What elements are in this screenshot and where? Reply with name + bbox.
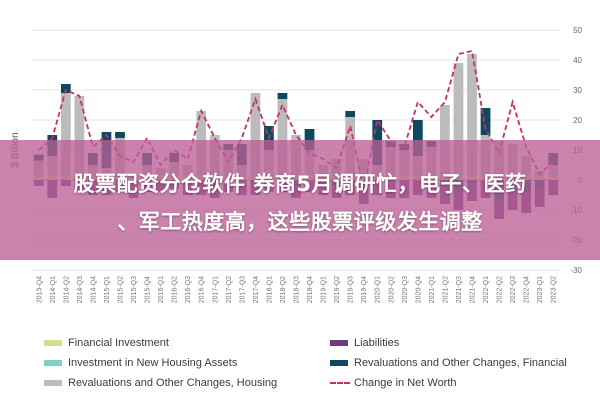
x-tick-label: 2018-Q2 — [280, 276, 287, 303]
x-tick-label: 2015-Q1 — [104, 276, 111, 303]
x-tick-label: 2015-Q2 — [118, 276, 125, 303]
bar-segment — [74, 96, 85, 174]
x-tick-label: 2016-Q2 — [172, 276, 179, 303]
legend-item-revaluations-financial: Revaluations and Other Changes, Financia… — [330, 354, 567, 372]
y-tick-label: -30 — [570, 266, 582, 275]
bar-segment — [60, 93, 71, 174]
bar-segment — [453, 63, 464, 174]
legend-swatch — [44, 380, 62, 386]
bar-segment — [277, 99, 288, 174]
legend-label: Financial Investment — [68, 337, 169, 349]
x-tick-label: 2023-Q2 — [551, 276, 558, 303]
x-tick-label: 2017-Q1 — [212, 276, 219, 303]
legend-swatch — [44, 360, 62, 366]
x-tick-label: 2022-Q1 — [483, 276, 490, 303]
x-tick-label: 2017-Q3 — [239, 276, 246, 303]
x-tick-label: 2019-Q3 — [348, 276, 355, 303]
legend-item-new-housing: Investment in New Housing Assets — [44, 354, 237, 372]
legend-item-net-worth: Change in Net Worth — [330, 374, 457, 392]
bar-segment — [467, 54, 477, 174]
legend-label: Change in Net Worth — [354, 377, 457, 389]
x-tick-label: 2014-Q3 — [77, 276, 84, 303]
legend-swatch — [330, 340, 348, 346]
x-tick-label: 2019-Q1 — [321, 276, 328, 303]
x-tick-label: 2022-Q4 — [524, 276, 531, 303]
x-tick-label: 2015-Q3 — [131, 276, 138, 303]
y-tick-label: 50 — [573, 26, 582, 35]
bar-segment — [60, 84, 71, 93]
x-tick-label: 2021-Q3 — [456, 276, 463, 303]
net-worth-line — [38, 49, 554, 190]
x-tick-label: 2014-Q1 — [50, 276, 57, 303]
x-tick-label: 2021-Q1 — [429, 276, 436, 303]
legend-swatch — [330, 360, 348, 366]
headline-banner: 股票配资分仓软件 券商5月调研忙，电子、医药 、军工热度高，这些股票评级发生调整 — [0, 140, 600, 260]
x-tick-label: 2021-Q4 — [470, 276, 477, 303]
legend-label: Liabilities — [354, 337, 400, 349]
x-tick-label: 2019-Q4 — [361, 276, 368, 303]
y-tick-label: 30 — [573, 86, 582, 95]
legend-label: Revaluations and Other Changes, Financia… — [354, 357, 567, 369]
legend-label: Investment in New Housing Assets — [68, 357, 238, 369]
legend-item-revaluations-housing: Revaluations and Other Changes, Housing — [44, 374, 277, 392]
legend-item-financial-investment: Financial Investment — [44, 334, 169, 352]
x-tick-label: 2021-Q2 — [442, 276, 449, 303]
chart-legend: Financial Investment Liabilities Investm… — [0, 328, 600, 400]
y-tick-label: 20 — [573, 116, 582, 125]
y-tick-label: 40 — [573, 56, 582, 65]
x-tick-label: 2017-Q2 — [226, 276, 233, 303]
x-tick-label: 2020-Q1 — [375, 276, 382, 303]
bar-segment — [277, 93, 288, 99]
bar-segment — [480, 108, 491, 135]
x-tick-label: 2013-Q4 — [36, 276, 43, 303]
legend-swatch — [44, 340, 62, 346]
x-tick-label: 2016-Q3 — [185, 276, 192, 303]
headline-line-2: 、军工热度高，这些股票评级发生调整 — [117, 210, 483, 234]
x-tick-label: 2022-Q2 — [497, 276, 504, 303]
x-tick-label: 2023-Q1 — [537, 276, 544, 303]
legend-item-liabilities: Liabilities — [330, 334, 399, 352]
x-tick-label: 2014-Q2 — [63, 276, 70, 303]
x-tick-label: 2015-Q4 — [145, 276, 152, 303]
x-tick-label: 2014-Q4 — [90, 276, 97, 303]
x-tick-label: 2020-Q3 — [402, 276, 409, 303]
legend-line-swatch — [330, 382, 350, 384]
tick-layer: 50403020100-10-20-302013-Q42014-Q12014-Q… — [36, 26, 582, 303]
x-tick-label: 2018-Q4 — [307, 276, 314, 303]
bar-segment — [250, 93, 261, 174]
x-tick-label: 2016-Q4 — [199, 276, 206, 303]
x-tick-label: 2016-Q1 — [158, 276, 165, 303]
x-tick-label: 2018-Q1 — [266, 276, 273, 303]
bar-segment — [345, 111, 356, 117]
bar-segment — [304, 129, 315, 150]
x-tick-label: 2017-Q4 — [253, 276, 260, 303]
x-tick-label: 2022-Q3 — [510, 276, 517, 303]
bar-segment — [115, 132, 125, 138]
legend-label: Revaluations and Other Changes, Housing — [68, 377, 278, 389]
headline-line-1: 股票配资分仓软件 券商5月调研忙，电子、医药 — [73, 172, 527, 196]
line-layer — [38, 49, 554, 190]
x-tick-label: 2020-Q4 — [415, 276, 422, 303]
bar-segment — [412, 120, 423, 156]
x-tick-label: 2019-Q2 — [334, 276, 341, 303]
x-tick-label: 2020-Q2 — [388, 276, 395, 303]
bar-segment — [440, 105, 450, 174]
x-tick-label: 2018-Q3 — [294, 276, 301, 303]
